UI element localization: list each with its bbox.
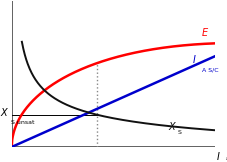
Text: I: I <box>192 55 195 65</box>
Text: X: X <box>0 108 7 118</box>
Text: I: I <box>217 152 220 162</box>
Text: X: X <box>168 122 175 132</box>
Text: E: E <box>202 28 208 38</box>
Text: S unsat: S unsat <box>11 120 34 125</box>
Text: S: S <box>177 130 181 135</box>
Text: f: f <box>225 156 227 161</box>
Text: A S/C: A S/C <box>202 67 218 72</box>
